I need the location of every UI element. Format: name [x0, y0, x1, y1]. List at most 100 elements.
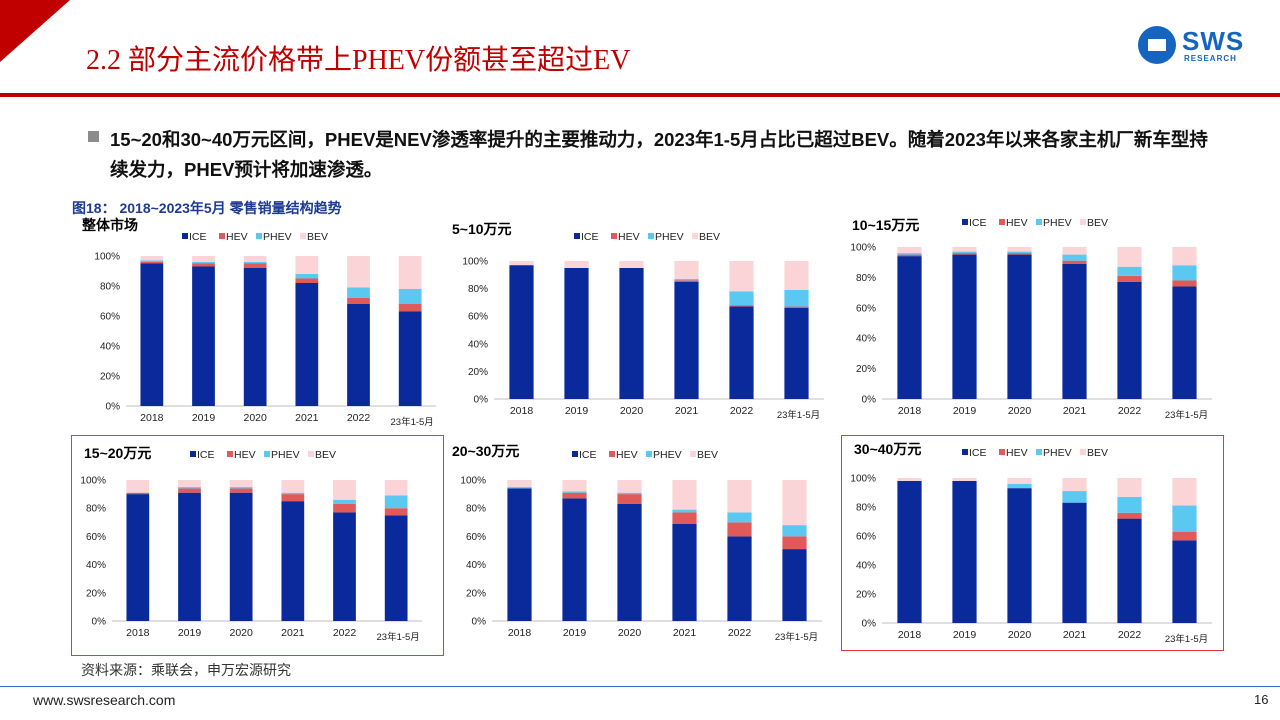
- y-tick-label: 100%: [462, 257, 488, 268]
- bar-segment-bev: [1117, 478, 1142, 497]
- y-tick-label: 100%: [80, 476, 106, 487]
- y-tick-label: 100%: [94, 252, 120, 263]
- bar-segment-ice: [952, 254, 977, 399]
- x-tick-label: 2022: [347, 412, 371, 424]
- bar-segment-bev: [140, 256, 164, 261]
- x-tick-label: 2019: [565, 405, 589, 417]
- bar-segment-phev: [333, 499, 356, 504]
- legend-label-phev: PHEV: [263, 231, 292, 243]
- x-tick-label: 2020: [620, 405, 644, 417]
- legend-swatch-hev: [609, 451, 615, 457]
- y-tick-label: 0%: [106, 402, 121, 413]
- bar-segment-ice: [952, 480, 977, 623]
- chart-title: 15~20万元: [84, 445, 151, 461]
- bar-segment-bev: [192, 256, 215, 262]
- bar-segment-hev: [952, 253, 977, 255]
- legend-swatch-bev: [692, 233, 698, 239]
- y-tick-label: 100%: [460, 476, 486, 487]
- legend-swatch-hev: [227, 451, 233, 457]
- y-tick-label: 20%: [86, 588, 106, 599]
- x-tick-label: 2022: [333, 627, 357, 639]
- bar-segment-phev: [1007, 483, 1032, 489]
- bar-segment-ice: [1007, 488, 1032, 623]
- x-tick-label: 23年1-5月: [391, 416, 434, 428]
- x-tick-label: 2021: [1063, 629, 1087, 641]
- x-tick-label: 2020: [618, 627, 642, 639]
- bar-segment-ice: [672, 523, 697, 621]
- bar-segment-ice: [1062, 502, 1087, 623]
- x-tick-label: 2020: [1008, 629, 1032, 641]
- x-tick-label: 23年1-5月: [1165, 633, 1208, 645]
- bar-segment-hev: [295, 278, 319, 283]
- x-tick-label: 2019: [192, 412, 216, 424]
- bar-segment-ice: [897, 480, 922, 623]
- bar-segment-phev: [243, 262, 267, 264]
- bar-segment-ice: [295, 283, 319, 406]
- legend-swatch-bev: [1080, 449, 1086, 455]
- legend-swatch-bev: [690, 451, 696, 457]
- bar-segment-ice: [178, 492, 201, 621]
- bar-segment-hev: [192, 263, 215, 267]
- bar-segment-bev: [619, 261, 644, 268]
- chart-20-30: 20~30万元 ICE HEV PHEV BEV 0% 20% 40% 60% 80% 100% 20…: [452, 443, 822, 643]
- y-tick-label: 80%: [100, 282, 120, 293]
- x-tick-label: 2022: [730, 405, 754, 417]
- bar-segment-bev: [295, 256, 319, 274]
- bar-segment-bev: [782, 480, 807, 526]
- x-tick-label: 2018: [898, 629, 922, 641]
- y-tick-label: 60%: [86, 532, 106, 543]
- legend-swatch-ice: [182, 233, 188, 239]
- bar-segment-phev: [674, 278, 699, 281]
- bar-segment-hev: [672, 512, 697, 524]
- bar-segment-ice: [281, 501, 305, 621]
- bar-segment-hev: [126, 492, 150, 495]
- legend-swatch-phev: [646, 451, 652, 457]
- bar-segment-ice: [384, 515, 408, 621]
- legend-label-ice: ICE: [189, 231, 207, 243]
- legend-label-ice: ICE: [579, 449, 597, 461]
- bar-segment-hev: [398, 304, 422, 312]
- legend-label-bev: BEV: [315, 449, 336, 461]
- bar-segment-bev: [617, 480, 642, 493]
- bar-segment-phev: [1172, 505, 1197, 532]
- bar-segment-hev: [1117, 512, 1142, 519]
- y-tick-label: 40%: [466, 560, 486, 571]
- bar-segment-phev: [295, 274, 319, 279]
- bar-segment-bev: [1007, 478, 1032, 484]
- bar-segment-hev: [229, 488, 253, 493]
- x-tick-label: 2018: [126, 627, 150, 639]
- bar-segment-ice: [564, 267, 589, 399]
- bar-segment-hev: [1172, 280, 1197, 287]
- bar-segment-ice: [782, 549, 807, 621]
- legend-label-ice: ICE: [969, 447, 987, 459]
- legend-swatch-phev: [648, 233, 654, 239]
- x-tick-label: 2020: [1008, 405, 1032, 417]
- bar-segment-hev: [1007, 253, 1032, 255]
- bar-segment-bev: [398, 256, 422, 289]
- legend-label-bev: BEV: [699, 231, 720, 243]
- x-tick-label: 2019: [178, 627, 202, 639]
- bar-segment-phev: [672, 509, 697, 513]
- bar-segment-bev: [672, 480, 697, 510]
- bar-segment-ice: [617, 503, 642, 621]
- chart-10-15: 10~15万元 ICE HEV PHEV BEV 0% 20% 40% 60% 80% 100% 20…: [850, 217, 1212, 421]
- chart-title: 30~40万元: [854, 441, 921, 457]
- y-tick-label: 80%: [86, 504, 106, 515]
- y-tick-label: 20%: [466, 588, 486, 599]
- bar-segment-phev: [617, 492, 642, 495]
- y-tick-label: 100%: [850, 243, 876, 254]
- x-tick-label: 2022: [1118, 629, 1142, 641]
- bullet-text: 15~20和30~40万元区间，PHEV是NEV渗透率提升的主要推动力，2023…: [110, 129, 1208, 180]
- legend-swatch-bev: [308, 451, 314, 457]
- y-tick-label: 20%: [856, 590, 876, 601]
- bar-segment-phev: [1062, 491, 1087, 503]
- bar-segment-bev: [952, 247, 977, 252]
- x-tick-label: 23年1-5月: [775, 631, 818, 643]
- bar-segment-hev: [784, 306, 809, 308]
- page-title: 2.2 部分主流价格带上PHEV份额甚至超过EV: [86, 45, 631, 76]
- legend-label-ice: ICE: [969, 217, 987, 229]
- chart-title: 20~30万元: [452, 443, 519, 459]
- bar-segment-hev: [1117, 275, 1142, 282]
- x-tick-label: 2021: [675, 405, 699, 417]
- bar-segment-hev: [617, 494, 642, 504]
